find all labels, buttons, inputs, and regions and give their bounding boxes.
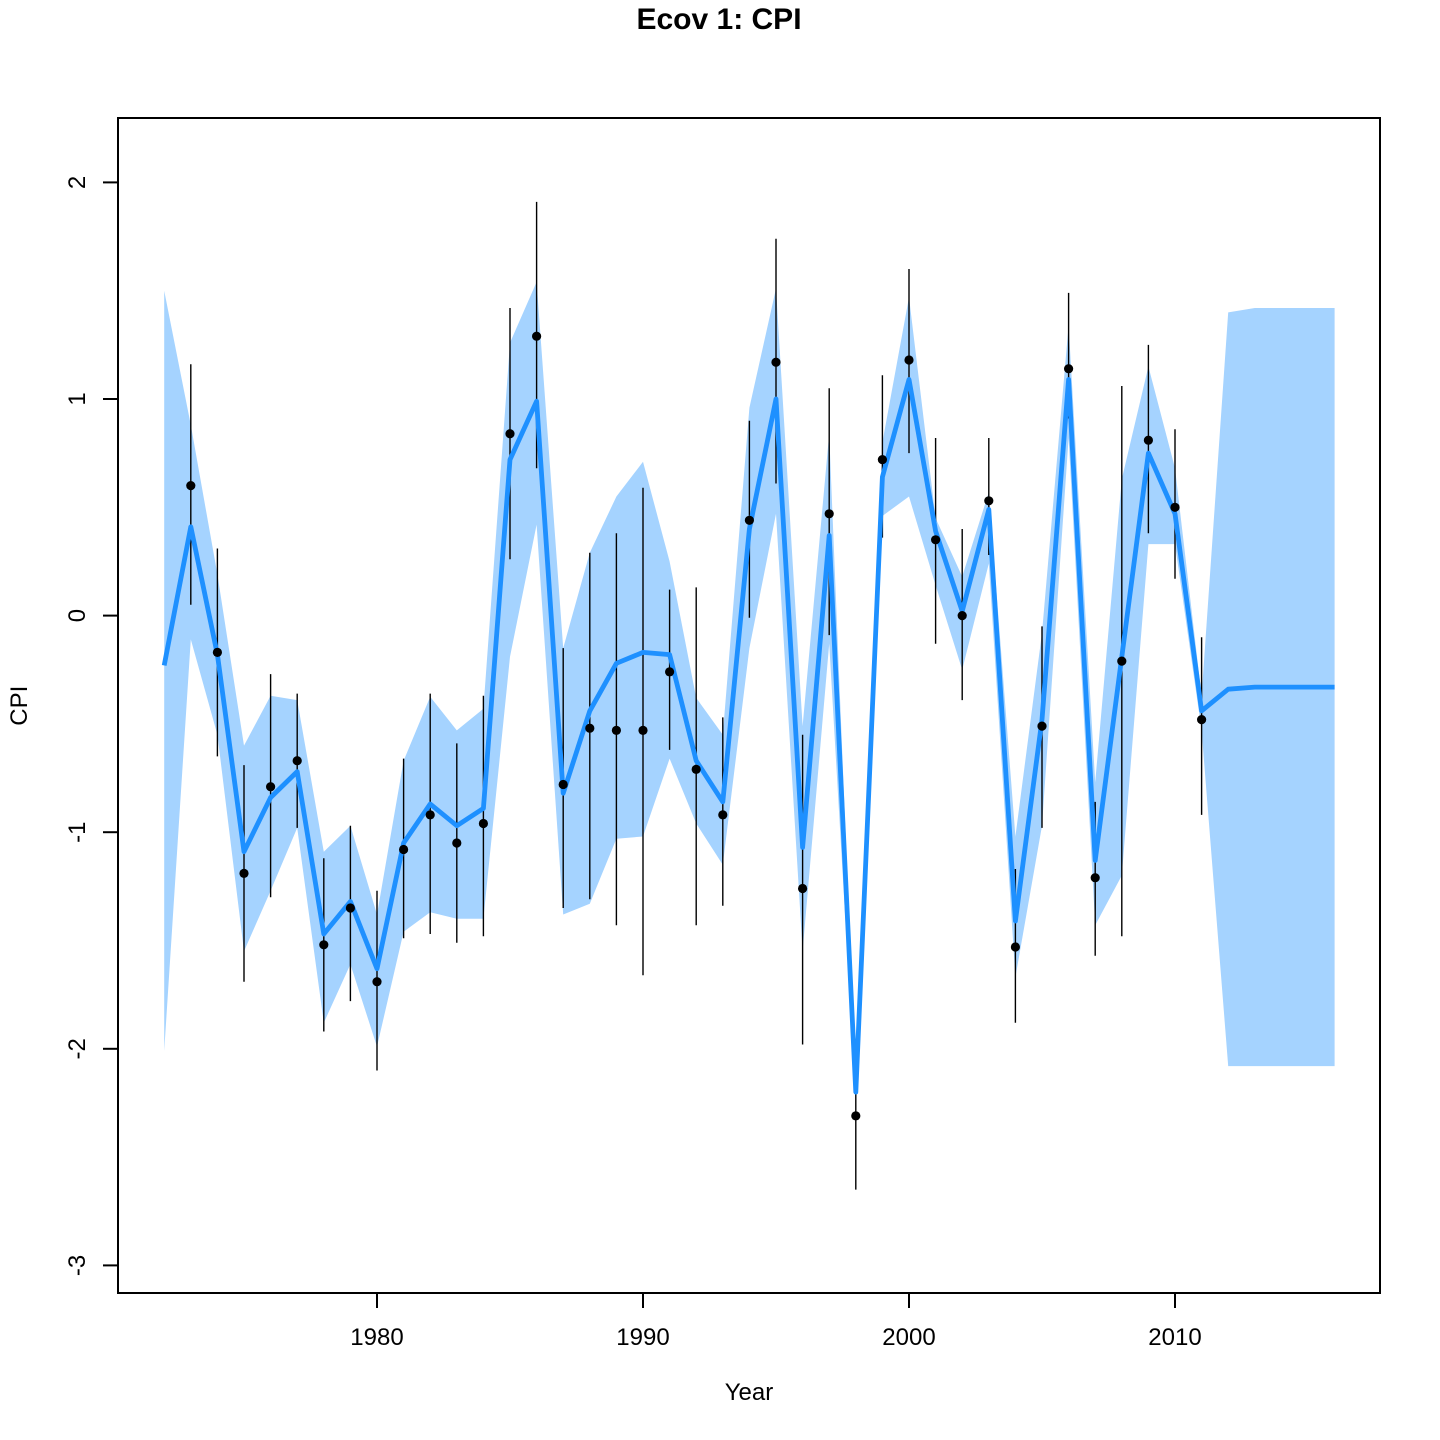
- svg-text:CPI: CPI: [6, 686, 33, 726]
- svg-text:-2: -2: [64, 1038, 91, 1059]
- svg-text:2010: 2010: [1148, 1324, 1201, 1351]
- svg-text:2000: 2000: [882, 1324, 935, 1351]
- svg-text:Ecov 1: CPI: Ecov 1: CPI: [636, 3, 801, 36]
- svg-text:1980: 1980: [350, 1324, 403, 1351]
- svg-text:1990: 1990: [616, 1324, 669, 1351]
- svg-text:0: 0: [64, 609, 91, 622]
- svg-text:Year: Year: [725, 1379, 774, 1406]
- svg-text:-1: -1: [64, 822, 91, 843]
- svg-text:-3: -3: [64, 1255, 91, 1276]
- svg-text:2: 2: [64, 176, 91, 189]
- svg-text:1: 1: [64, 392, 91, 405]
